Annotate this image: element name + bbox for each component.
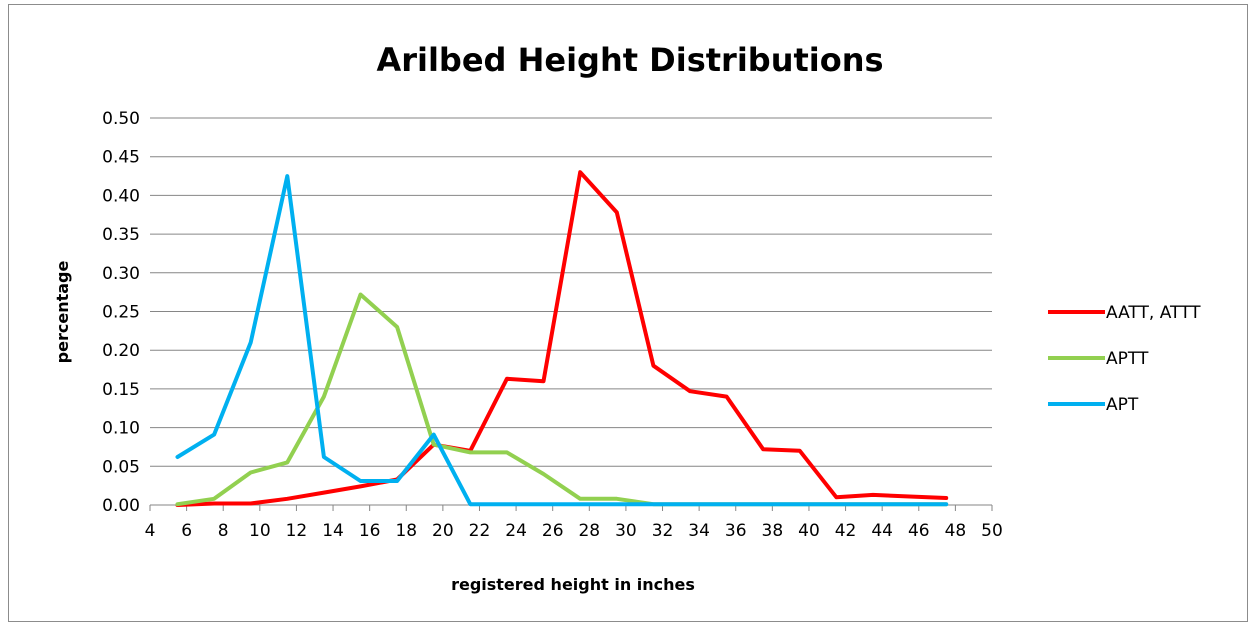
x-tick-label: 10 bbox=[249, 521, 271, 541]
y-tick-label: 0.20 bbox=[102, 341, 140, 361]
series-line bbox=[175, 292, 949, 507]
x-tick-label: 14 bbox=[322, 521, 344, 541]
chart-frame bbox=[8, 4, 1248, 622]
x-tick-label: 34 bbox=[688, 521, 710, 541]
series-line bbox=[175, 170, 949, 507]
x-axis-label: registered height in inches bbox=[451, 575, 695, 594]
x-tick-label: 50 bbox=[981, 521, 1003, 541]
series-lines bbox=[175, 170, 949, 507]
y-tick-label: 0.10 bbox=[102, 419, 140, 439]
x-tick-label: 32 bbox=[652, 521, 674, 541]
gridlines bbox=[150, 117, 992, 467]
x-tick-label: 30 bbox=[615, 521, 637, 541]
x-tick-label: 12 bbox=[286, 521, 308, 541]
x-tick-label: 8 bbox=[218, 521, 229, 541]
y-tick-label: 0.15 bbox=[102, 380, 140, 400]
y-axis-label: percentage bbox=[53, 261, 72, 364]
x-tick-label: 38 bbox=[762, 521, 784, 541]
x-tick-label: 36 bbox=[725, 521, 747, 541]
x-tick-label: 4 bbox=[145, 521, 156, 541]
legend-label: APTT bbox=[1106, 349, 1149, 369]
x-tick-label: 16 bbox=[359, 521, 381, 541]
x-tick-label: 18 bbox=[395, 521, 417, 541]
y-tick-label: 0.05 bbox=[102, 457, 140, 477]
x-tick-label: 22 bbox=[469, 521, 491, 541]
x-tick-label: 42 bbox=[835, 521, 857, 541]
x-tick-label: 48 bbox=[945, 521, 967, 541]
x-tick-label: 24 bbox=[505, 521, 527, 541]
y-tick-label: 0.50 bbox=[102, 109, 140, 129]
legend-label: APT bbox=[1106, 395, 1139, 415]
series-line bbox=[175, 174, 949, 507]
y-axis-ticks: 0.00 0.05 0.10 0.15 0.20 0.25 0.30 0.35 0.40 0.45… bbox=[102, 109, 140, 516]
x-tick-label: 6 bbox=[181, 521, 192, 541]
x-tick-label: 46 bbox=[908, 521, 930, 541]
y-tick-label: 0.45 bbox=[102, 148, 140, 168]
x-axis-ticks: 4 6 8 10 12 14 16 18 20 22 24 26 28 30 32 34 36 38 40 42 44 4… bbox=[145, 521, 1003, 541]
x-tick-label: 26 bbox=[542, 521, 564, 541]
x-tick-label: 44 bbox=[871, 521, 893, 541]
legend: AATT, ATTT APTT APT bbox=[1048, 303, 1201, 415]
y-tick-label: 0.30 bbox=[102, 264, 140, 284]
x-tick-label: 20 bbox=[432, 521, 454, 541]
y-tick-label: 0.00 bbox=[102, 496, 140, 516]
y-tick-label: 0.25 bbox=[102, 303, 140, 323]
chart-title: Arilbed Height Distributions bbox=[376, 41, 883, 79]
legend-label: AATT, ATTT bbox=[1106, 303, 1201, 323]
y-tick-label: 0.40 bbox=[102, 186, 140, 206]
y-tick-label: 0.35 bbox=[102, 225, 140, 245]
x-tick-label: 40 bbox=[798, 521, 820, 541]
x-tick-label: 28 bbox=[578, 521, 600, 541]
